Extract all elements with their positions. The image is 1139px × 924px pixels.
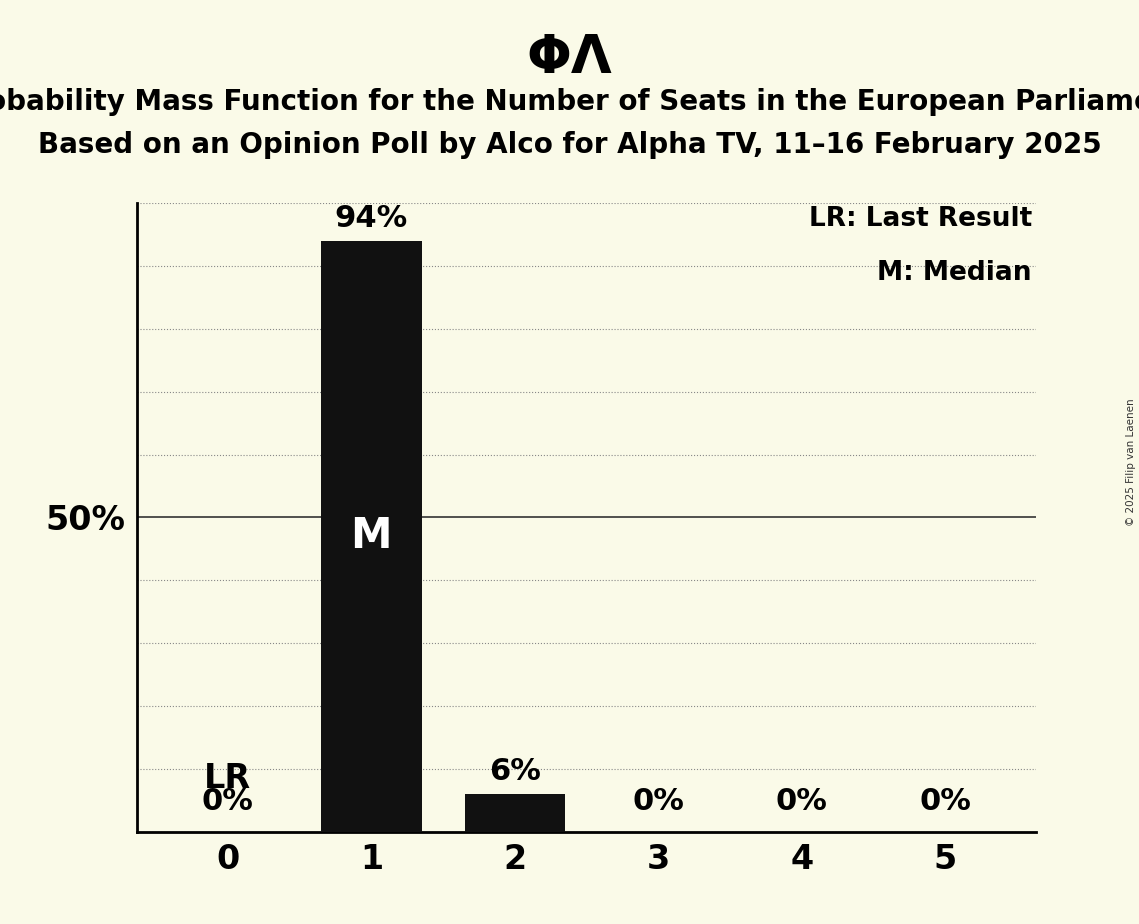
Text: 0%: 0% <box>632 787 685 816</box>
Text: 0%: 0% <box>919 787 972 816</box>
Text: 94%: 94% <box>335 204 408 234</box>
Text: Probability Mass Function for the Number of Seats in the European Parliament: Probability Mass Function for the Number… <box>0 88 1139 116</box>
Text: 0%: 0% <box>776 787 828 816</box>
Text: LR: Last Result: LR: Last Result <box>809 206 1032 233</box>
Text: © 2025 Filip van Laenen: © 2025 Filip van Laenen <box>1126 398 1136 526</box>
Text: Based on an Opinion Poll by Alco for Alpha TV, 11–16 February 2025: Based on an Opinion Poll by Alco for Alp… <box>38 131 1101 159</box>
Text: ΦΛ: ΦΛ <box>526 32 613 84</box>
Text: 6%: 6% <box>489 758 541 786</box>
Text: 0%: 0% <box>202 787 254 816</box>
Text: LR: LR <box>204 761 252 795</box>
Bar <box>321 241 421 832</box>
Bar <box>465 794 565 832</box>
Text: M: Median: M: Median <box>877 260 1032 286</box>
Text: M: M <box>351 516 392 557</box>
